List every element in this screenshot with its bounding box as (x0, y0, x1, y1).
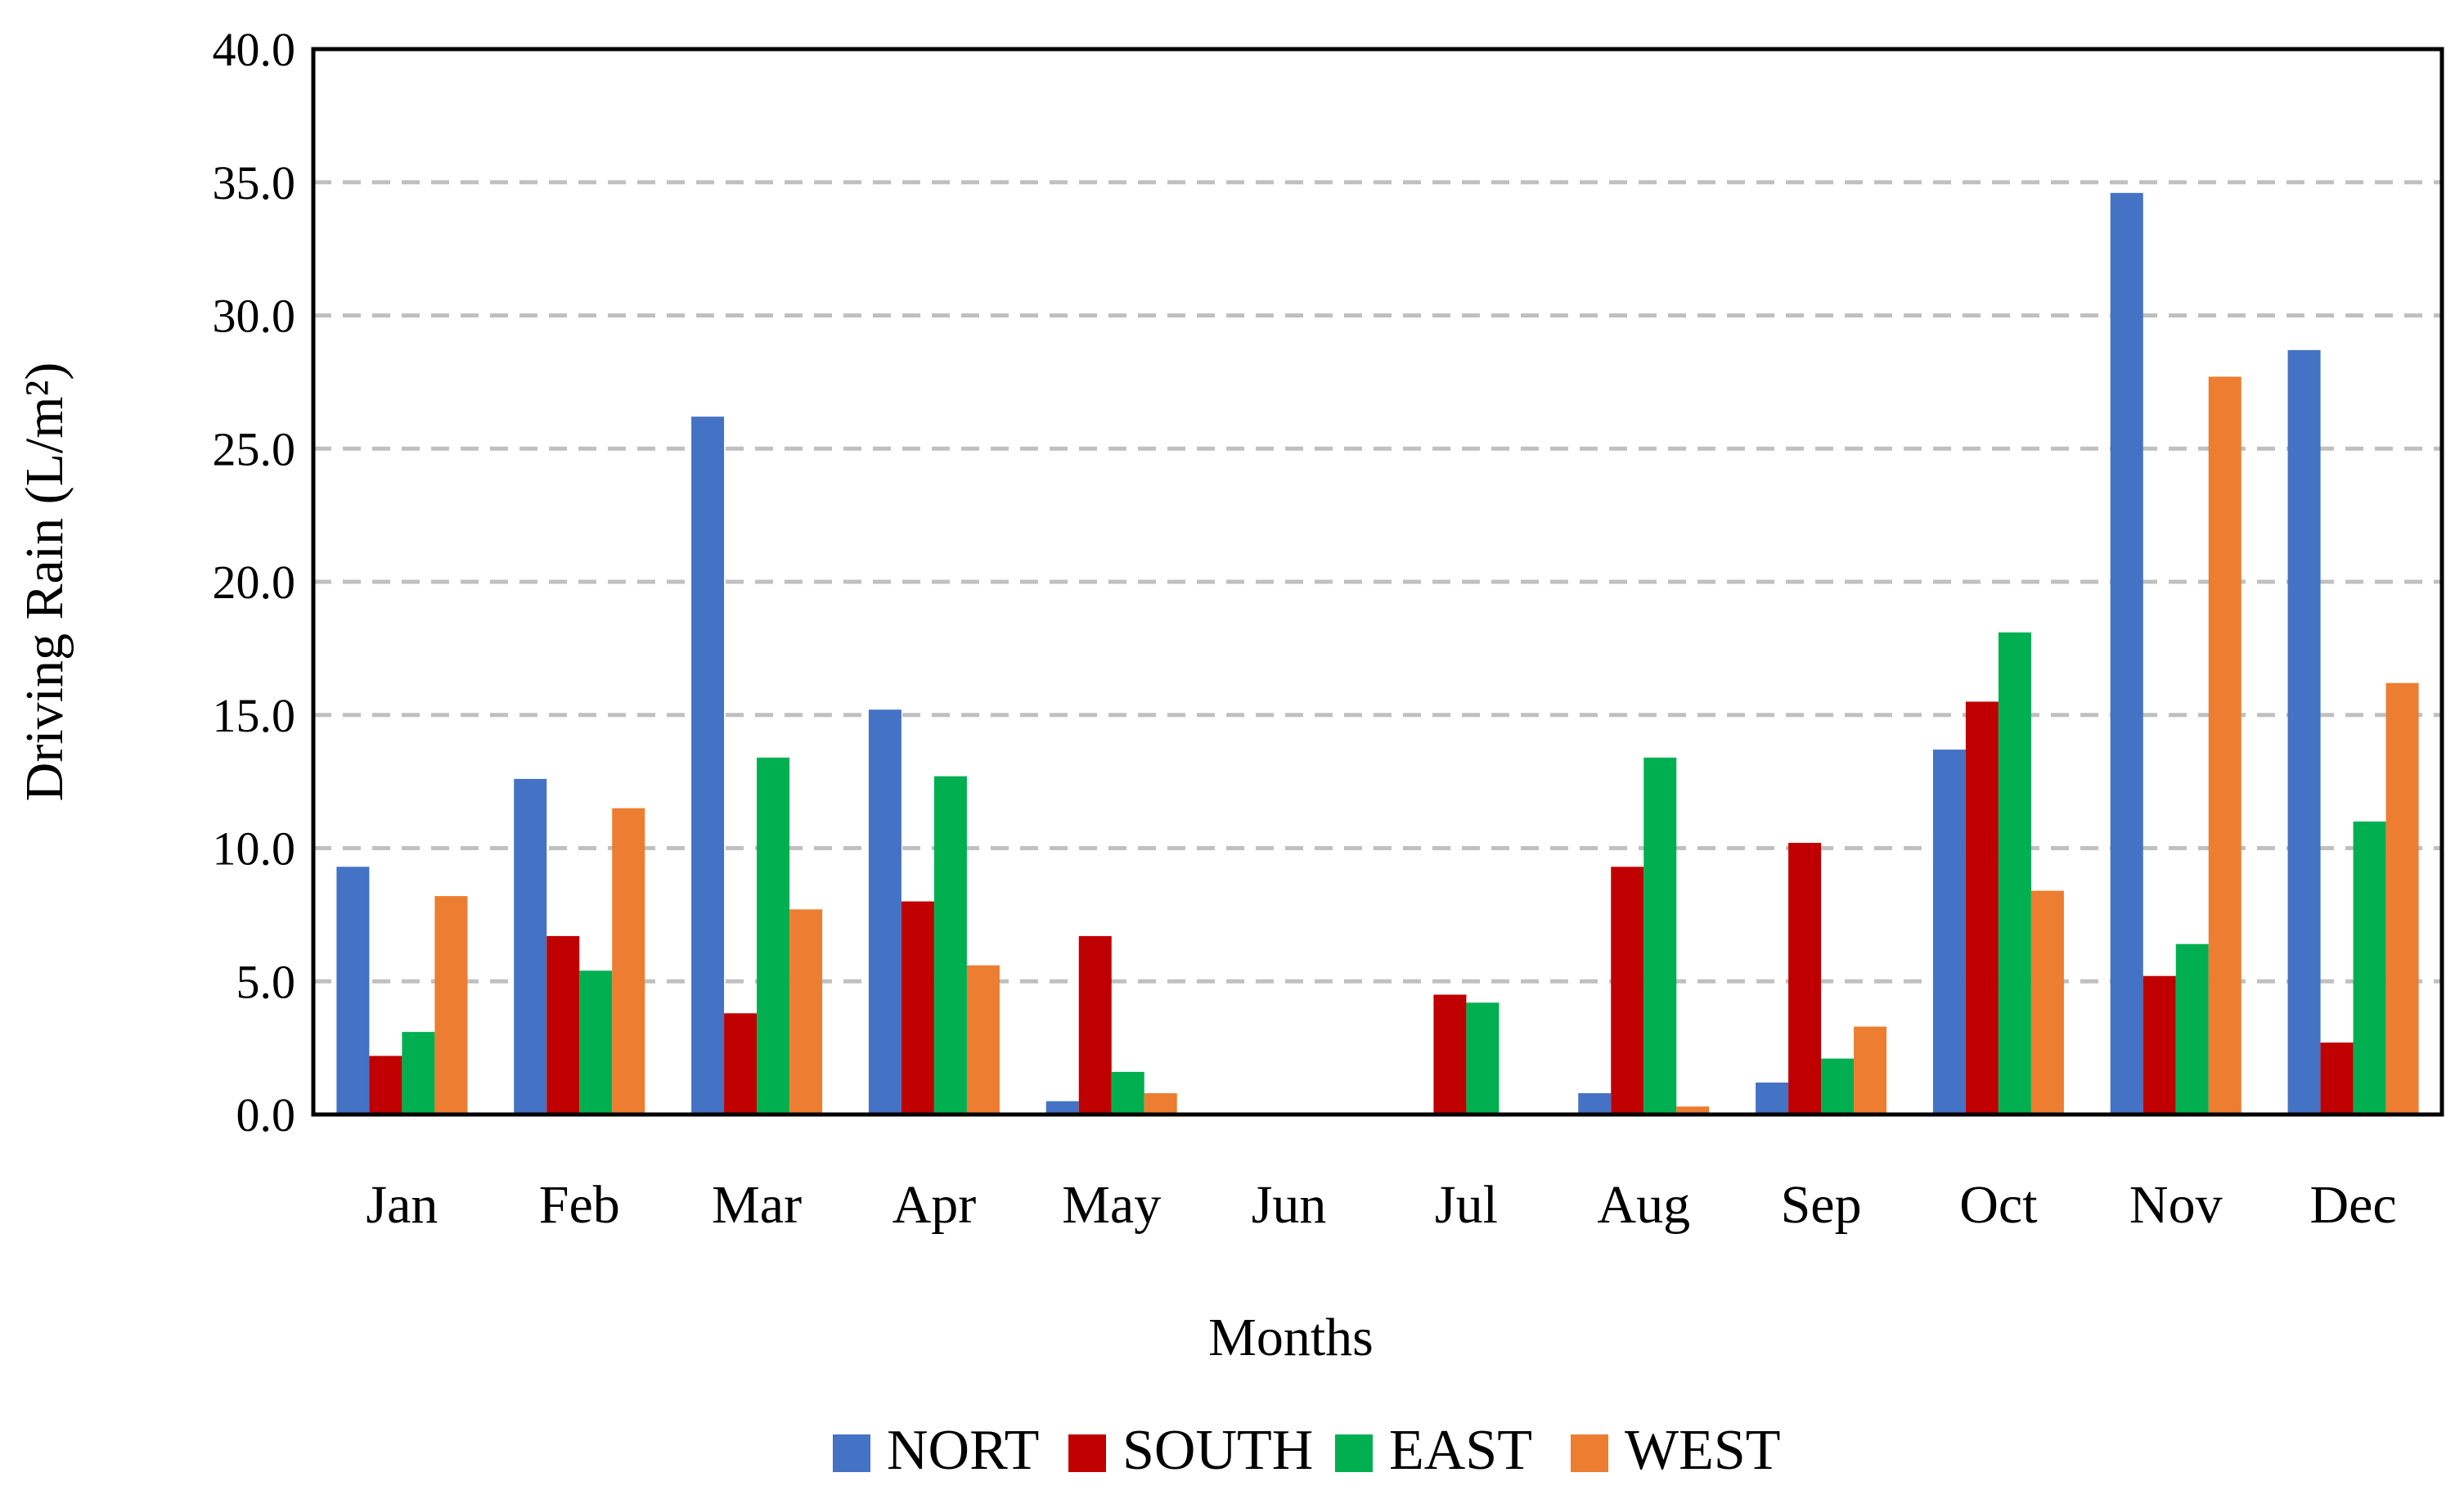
x-tick-label: Sep (1781, 1175, 1862, 1235)
bar-west-apr (966, 965, 1000, 1114)
bar-west-dec (2385, 682, 2419, 1114)
y-tick-label: 35.0 (213, 156, 296, 209)
bars (336, 192, 2419, 1114)
y-tick-label: 40.0 (213, 23, 296, 76)
legend-swatch-west (1571, 1434, 1608, 1472)
x-tick-label: Jun (1252, 1175, 1327, 1235)
y-tick-label: 10.0 (213, 822, 296, 876)
x-tick-label: Dec (2309, 1175, 2396, 1235)
bar-south-aug (1611, 867, 1644, 1114)
x-tick-label: Feb (539, 1175, 620, 1235)
legend-label-east: EAST (1389, 1419, 1532, 1482)
legend-label-west: WEST (1625, 1419, 1781, 1482)
bar-east-nov (2175, 943, 2209, 1114)
bar-nort-feb (514, 778, 547, 1114)
bar-east-mar (757, 757, 790, 1114)
bar-south-nov (2143, 975, 2176, 1114)
bar-south-mar (724, 1013, 758, 1114)
bar-south-jul (1433, 994, 1467, 1114)
bar-east-dec (2353, 821, 2386, 1114)
bar-east-oct (1998, 632, 2031, 1114)
bar-south-jan (369, 1056, 402, 1114)
bar-nort-may (1045, 1101, 1079, 1114)
plot-frame (311, 47, 2444, 1117)
bar-west-feb (612, 808, 645, 1114)
bar-nort-mar (691, 417, 725, 1114)
bar-east-feb (579, 970, 613, 1114)
x-tick-label: May (1062, 1175, 1161, 1235)
legend-swatch-south (1068, 1434, 1106, 1472)
bar-west-mar (789, 909, 823, 1114)
bar-west-aug (1676, 1106, 1710, 1114)
legend-swatch-east (1335, 1434, 1373, 1472)
x-tick-label: Nov (2129, 1175, 2223, 1235)
bar-west-nov (2208, 376, 2241, 1114)
bar-south-sep (1788, 842, 1822, 1114)
x-tick-label: Jan (366, 1175, 438, 1235)
bar-west-may (1144, 1092, 1177, 1114)
bar-nort-nov (2110, 192, 2143, 1114)
bar-east-jul (1466, 1002, 1500, 1114)
bar-west-jan (434, 896, 468, 1114)
bar-east-aug (1643, 757, 1677, 1114)
bar-east-jan (402, 1032, 435, 1114)
x-axis-title: Months (1208, 1308, 1374, 1367)
legend-label-south: SOUTH (1122, 1419, 1313, 1482)
bar-south-apr (901, 901, 934, 1114)
bar-south-dec (2320, 1042, 2354, 1114)
bar-nort-jan (336, 867, 370, 1114)
bar-south-may (1078, 935, 1112, 1114)
bar-east-sep (1821, 1058, 1855, 1114)
y-tick-label: 15.0 (213, 689, 296, 742)
x-axis-ticks: Jan Feb Mar Apr May Jun Jul Aug Sep Oct Nov Dec (366, 1175, 2396, 1235)
bar-nort-sep (1756, 1082, 1789, 1114)
bar-east-may (1111, 1071, 1144, 1114)
x-tick-label: Jul (1435, 1175, 1498, 1235)
bar-nort-aug (1578, 1092, 1612, 1114)
legend-label-nort: NORT (887, 1419, 1039, 1482)
legend: NORT SOUTH EAST WEST (833, 1419, 1781, 1482)
x-tick-label: Mar (712, 1175, 802, 1235)
y-axis-ticks: 0.0 5.0 10.0 15.0 20.0 25.0 30.0 35.0 40.0 (213, 23, 296, 1142)
bar-nort-apr (868, 709, 902, 1114)
bar-nort-dec (2287, 349, 2321, 1114)
bar-south-feb (546, 935, 580, 1114)
bar-west-sep (1854, 1026, 1887, 1114)
bar-east-apr (933, 776, 967, 1114)
bar-south-oct (1965, 701, 1999, 1114)
bar-nort-oct (1932, 750, 1966, 1114)
gridlines (313, 180, 2442, 984)
x-tick-label: Apr (893, 1175, 977, 1235)
bar-west-oct (2030, 890, 2064, 1114)
y-tick-label: 25.0 (213, 422, 296, 475)
y-tick-label: 0.0 (236, 1088, 296, 1142)
y-axis-title: Driving Rain (L/m²) (15, 362, 74, 802)
y-tick-label: 30.0 (213, 290, 296, 343)
x-tick-label: Aug (1597, 1175, 1690, 1235)
legend-swatch-nort (833, 1434, 870, 1472)
y-tick-label: 5.0 (236, 955, 296, 1008)
x-tick-label: Oct (1959, 1175, 2037, 1235)
y-tick-label: 20.0 (213, 556, 296, 609)
